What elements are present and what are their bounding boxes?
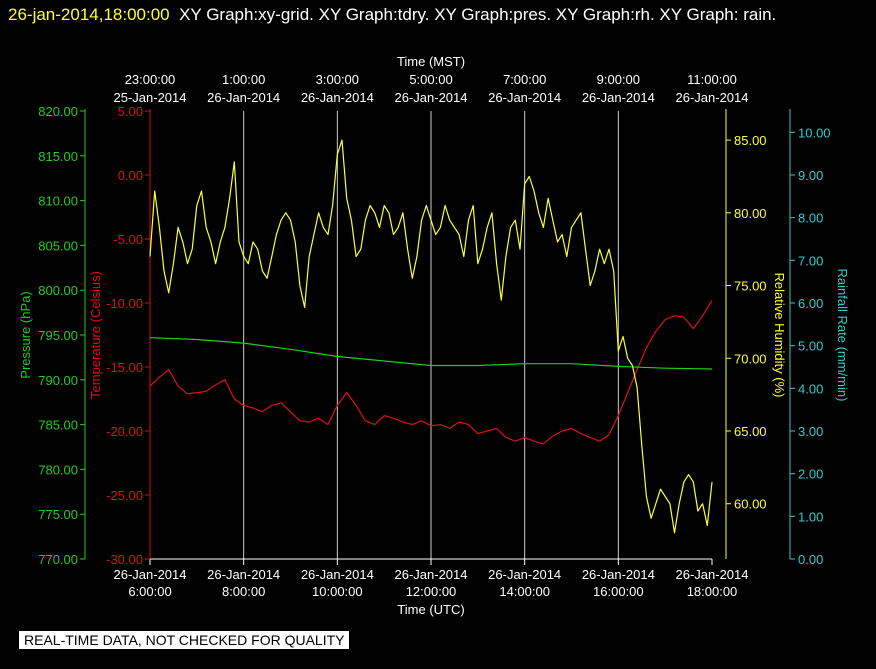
- top-axis-label: Time (MST): [397, 54, 465, 69]
- pressure-tick-label: 805.00: [38, 238, 78, 253]
- pressure-tick-label: 815.00: [38, 149, 78, 164]
- rain-tick-label: 6.00: [798, 296, 823, 311]
- temperature-tick-label: -15.00: [106, 360, 143, 375]
- x-tick-label-date: 26-Jan-2014: [488, 567, 561, 582]
- x-tick-label-time: 12:00:00: [406, 584, 457, 599]
- pressure-tick-label: 800.00: [38, 283, 78, 298]
- x-tick-label-date: 26-Jan-2014: [207, 567, 280, 582]
- plot-area: [243, 111, 619, 559]
- axes: 26-Jan-2014 6:00:00 26-Jan-2014 8:00:00 26-J…: [18, 54, 850, 617]
- pressure-tick-label: 770.00: [38, 552, 78, 567]
- humidity-tick-label: 60.00: [734, 497, 767, 512]
- top-tick-label-date: 26-Jan-2014: [488, 90, 561, 105]
- x-tick-label-date: 26-Jan-2014: [301, 567, 374, 582]
- x-tick-label-time: 14:00:00: [499, 584, 550, 599]
- rain-tick-label: 0.00: [798, 552, 823, 567]
- rain-tick-label: 3.00: [798, 424, 823, 439]
- rain-tick-label: 1.00: [798, 509, 823, 524]
- humidity-tick-label: 80.00: [734, 206, 767, 221]
- temperature-tick-label: 0.00: [118, 168, 143, 183]
- rain-tick-label: 2.00: [798, 467, 823, 482]
- temperature-tick-label: -10.00: [106, 296, 143, 311]
- graph-title: XY Graph:xy-grid. XY Graph:tdry. XY Grap…: [179, 5, 777, 24]
- rain-tick-label: 8.00: [798, 211, 823, 226]
- pressure-axis-label: Pressure (hPa): [18, 291, 33, 378]
- top-tick-label-time: 3:00:00: [316, 72, 359, 87]
- humidity-axis-label: Relative Humidity (%): [772, 273, 787, 398]
- x-tick-label-time: 6:00:00: [128, 584, 171, 599]
- top-tick-label-date: 26-Jan-2014: [207, 90, 280, 105]
- x-tick-label-date: 26-Jan-2014: [114, 567, 187, 582]
- x-tick-label-date: 26-Jan-2014: [582, 567, 655, 582]
- pressure-tick-label: 775.00: [38, 507, 78, 522]
- series-pres-line: [149, 337, 713, 370]
- series-tdry-line: [149, 300, 713, 445]
- quality-notice: REAL-TIME DATA, NOT CHECKED FOR QUALITY: [19, 631, 350, 649]
- top-tick-label-time: 11:00:00: [687, 72, 737, 87]
- humidity-tick-label: 75.00: [734, 279, 767, 294]
- top-tick-label-date: 26-Jan-2014: [301, 90, 374, 105]
- top-tick-label-date: 26-Jan-2014: [582, 90, 655, 105]
- top-tick-label-time: 9:00:00: [597, 72, 640, 87]
- humidity-tick-label: 65.00: [734, 424, 767, 439]
- temperature-tick-label: -20.00: [106, 424, 143, 439]
- rain-axis-label: Rainfall Rate (mm/min): [835, 269, 850, 402]
- pressure-tick-label: 820.00: [38, 104, 78, 119]
- top-tick-label-date: 26-Jan-2014: [395, 90, 468, 105]
- pressure-tick-label: 785.00: [38, 418, 78, 433]
- pressure-tick-label: 795.00: [38, 328, 78, 343]
- top-tick-label-time: 23:00:00: [125, 72, 176, 87]
- x-tick-label-time: 18:00:00: [687, 584, 738, 599]
- pressure-tick-label: 810.00: [38, 194, 78, 209]
- top-tick-label-time: 5:00:00: [409, 72, 452, 87]
- timestamp: 26-jan-2014,18:00:00: [8, 5, 170, 24]
- x-tick-label-time: 10:00:00: [312, 584, 363, 599]
- top-tick-label-time: 7:00:00: [503, 72, 546, 87]
- x-tick-label-time: 8:00:00: [222, 584, 265, 599]
- rain-tick-label: 7.00: [798, 253, 823, 268]
- temperature-tick-label: 5.00: [118, 104, 143, 119]
- series-layer: [149, 139, 713, 534]
- x-axis-label: Time (UTC): [397, 602, 464, 617]
- humidity-tick-label: 85.00: [734, 133, 767, 148]
- series-rh-line: [149, 139, 713, 534]
- temperature-tick-label: -25.00: [106, 488, 143, 503]
- rain-tick-label: 9.00: [798, 168, 823, 183]
- x-tick-label-time: 16:00:00: [593, 584, 644, 599]
- temperature-axis-label: Temperature (Celsius): [88, 271, 103, 399]
- temperature-tick-label: -30.00: [106, 552, 143, 567]
- header: 26-jan-2014,18:00:00 XY Graph:xy-grid. X…: [8, 2, 868, 28]
- x-tick-label-date: 26-Jan-2014: [395, 567, 468, 582]
- top-tick-label-date: 25-Jan-2014: [114, 90, 187, 105]
- rain-tick-label: 5.00: [798, 339, 823, 354]
- temperature-tick-label: -5.00: [113, 232, 143, 247]
- rain-tick-label: 4.00: [798, 381, 823, 396]
- pressure-tick-label: 780.00: [38, 462, 78, 477]
- top-tick-label-time: 1:00:00: [222, 72, 265, 87]
- x-tick-label-date: 26-Jan-2014: [676, 567, 749, 582]
- top-tick-label-date: 26-Jan-2014: [676, 90, 749, 105]
- rain-tick-label: 10.00: [798, 125, 831, 140]
- pressure-tick-label: 790.00: [38, 373, 78, 388]
- humidity-tick-label: 70.00: [734, 351, 767, 366]
